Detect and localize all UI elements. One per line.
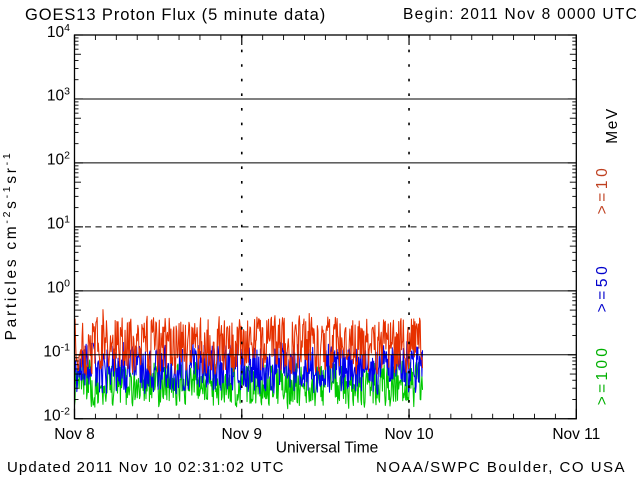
svg-text:>=10: >=10: [594, 165, 611, 215]
svg-text:Universal Time: Universal Time: [276, 440, 379, 457]
svg-text:MeV: MeV: [604, 107, 621, 143]
svg-text:NOAA/SWPC Boulder, CO USA: NOAA/SWPC Boulder, CO USA: [376, 459, 626, 476]
svg-text:>=100: >=100: [594, 345, 611, 405]
svg-text:Nov 8: Nov 8: [54, 426, 95, 443]
svg-text:Nov 11: Nov 11: [552, 426, 600, 443]
svg-text:GOES13 Proton Flux (5 minute d: GOES13 Proton Flux (5 minute data): [25, 6, 326, 24]
svg-text:Updated 2011 Nov 10 02:31:02 U: Updated 2011 Nov 10 02:31:02 UTC: [7, 459, 285, 476]
svg-text:Begin: 2011 Nov 8 0000 UTC: Begin: 2011 Nov 8 0000 UTC: [403, 6, 638, 23]
svg-text:>=50: >=50: [594, 263, 611, 313]
svg-text:Nov 9: Nov 9: [222, 426, 263, 443]
svg-text:Nov 10: Nov 10: [384, 426, 433, 443]
svg-text:Particles cm-2s-1sr-1: Particles cm-2s-1sr-1: [1, 151, 20, 341]
